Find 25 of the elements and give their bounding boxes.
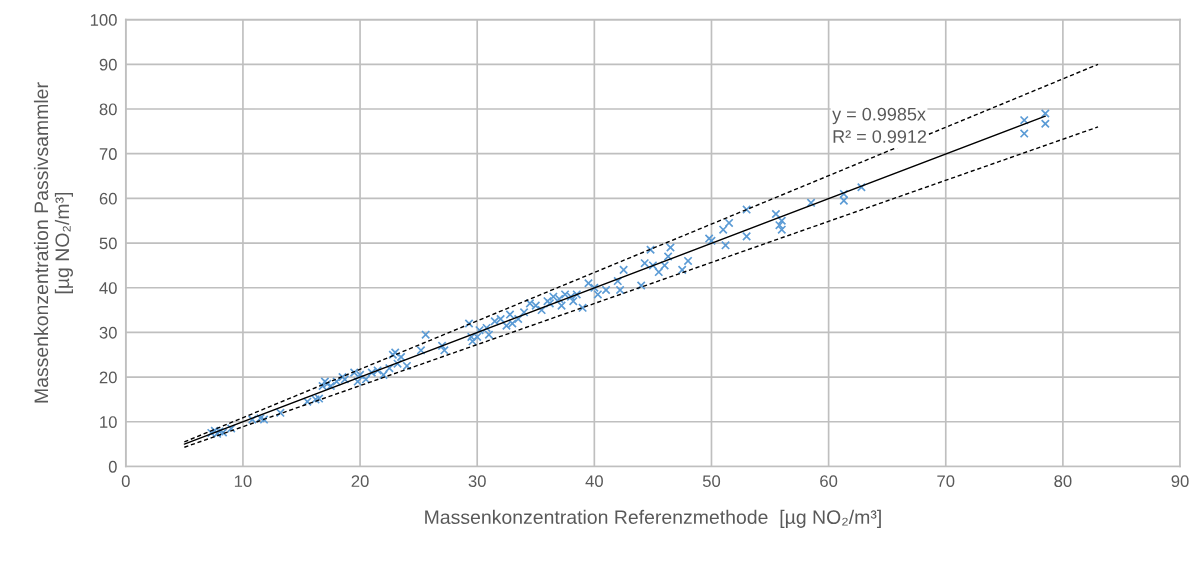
- x-tick-label: 0: [121, 475, 130, 488]
- y-tick-label: 20: [99, 371, 117, 384]
- x-tick-label: 30: [468, 475, 486, 488]
- y-tick-label: 70: [99, 148, 117, 160]
- y-tick-label: 0: [108, 460, 117, 473]
- y-axis-title: Massenkonzentration Passivsammler [µg NO₂/m³]: [33, 82, 73, 403]
- annotation: y = 0.9985x: [832, 107, 926, 125]
- annotation: R² = 0.9912: [833, 130, 927, 143]
- x-axis-title: Massenkonzentration Referenzmethode [µg NO₂/m³]: [425, 509, 881, 528]
- y-tick-label: 80: [99, 103, 117, 116]
- y-tick-label: 30: [99, 326, 117, 339]
- y-tick-label: 60: [99, 192, 117, 205]
- y-tick-label: 10: [100, 416, 117, 428]
- x-tick-label: 20: [351, 475, 369, 488]
- y-tick-label: 40: [99, 282, 117, 294]
- x-tick-label: 50: [702, 475, 721, 488]
- x-tick-label: 40: [585, 475, 603, 488]
- x-tick-label: 10: [234, 475, 252, 488]
- x-tick-label: 90: [1171, 475, 1189, 488]
- x-tick-label: 80: [1054, 475, 1072, 488]
- y-tick-label: 50: [99, 237, 117, 250]
- x-tick-label: 70: [937, 475, 955, 488]
- y-tick-label: 90: [99, 58, 117, 71]
- x-tick-label: 60: [820, 475, 838, 488]
- y-tick-label: 100: [90, 14, 117, 26]
